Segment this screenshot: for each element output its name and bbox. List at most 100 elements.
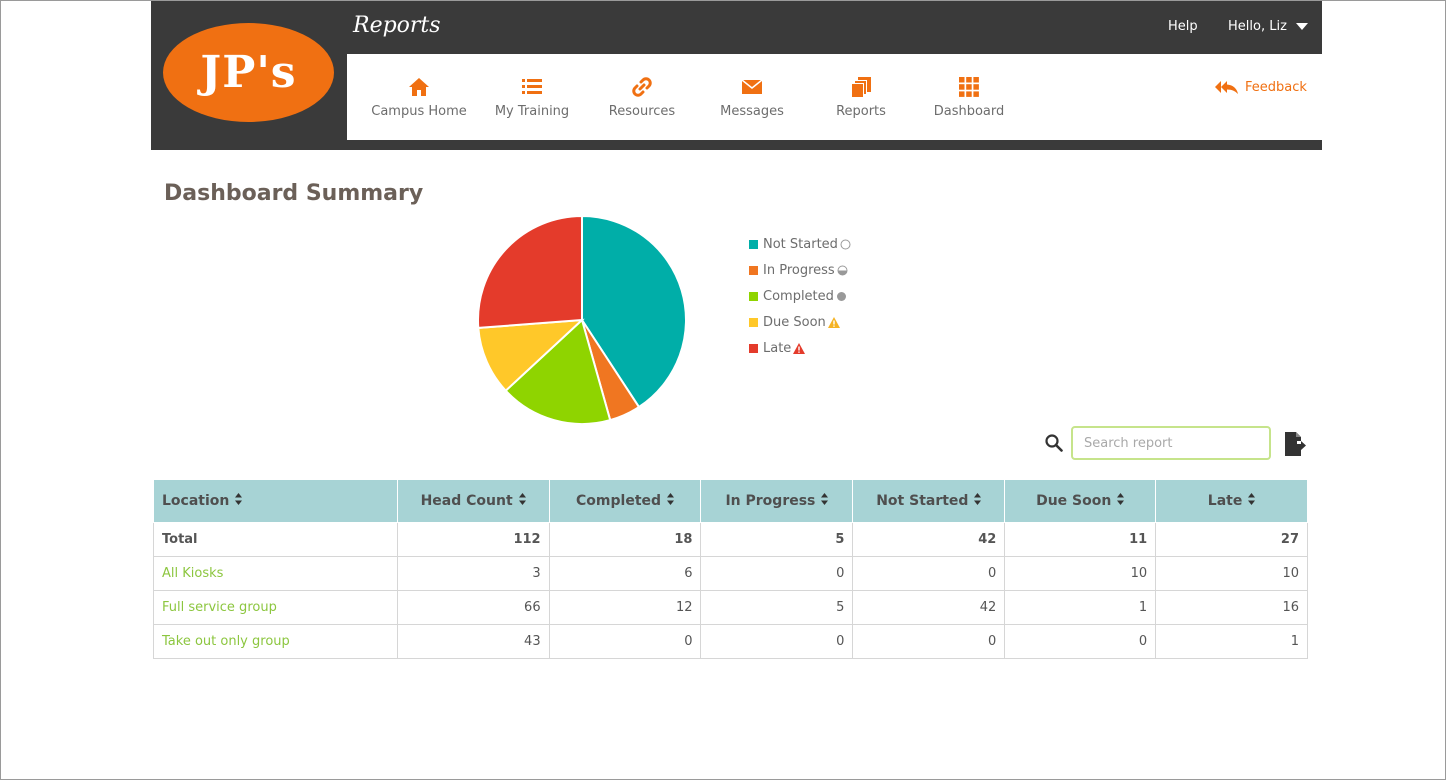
column-header-due-soon[interactable]: Due Soon — [1004, 479, 1157, 523]
page-title: Reports — [353, 13, 441, 38]
table-cell: 10 — [1004, 556, 1157, 591]
link-icon — [582, 74, 702, 100]
location-link[interactable]: Full service group — [162, 600, 277, 615]
sort-icon — [667, 493, 675, 509]
copy-icon — [801, 74, 921, 100]
table-row: All Kiosks 3 6 0 0 10 10 — [153, 556, 1308, 591]
home-icon — [359, 74, 479, 100]
report-table: Location Head Count Completed In Progres… — [153, 479, 1308, 659]
nav-item-campus-home[interactable]: Campus Home — [359, 74, 479, 119]
export-icon[interactable] — [1284, 431, 1306, 461]
location-link[interactable]: Take out only group — [162, 634, 290, 649]
legend-label: Completed — [763, 288, 834, 304]
table-cell: 18 — [548, 522, 702, 557]
logo-text: JP's — [200, 47, 297, 98]
table-row-total: Total 112 18 5 42 11 27 — [153, 522, 1308, 557]
nav-label: Reports — [836, 104, 886, 119]
nav-item-reports[interactable]: Reports — [801, 74, 921, 119]
user-greeting: Hello, Liz — [1228, 19, 1287, 34]
list-icon — [472, 74, 592, 100]
column-header-head-count[interactable]: Head Count — [396, 479, 550, 523]
table-cell: 43 — [396, 624, 550, 659]
legend-item-completed: Completed — [749, 283, 851, 309]
table-cell: 27 — [1155, 522, 1308, 557]
column-header-label: In Progress — [725, 493, 816, 509]
legend-swatch — [749, 343, 758, 353]
table-cell: 112 — [396, 522, 550, 557]
pie-slice-late[interactable] — [477, 214, 583, 329]
table-row: Take out only group 43 0 0 0 0 1 — [153, 624, 1308, 659]
table-cell: 6 — [548, 556, 702, 591]
column-header-in-progress[interactable]: In Progress — [700, 479, 854, 523]
column-header-label: Not Started — [876, 493, 969, 509]
circle-empty-icon — [840, 239, 851, 250]
table-cell: 5 — [700, 590, 854, 625]
nav-label: Resources — [608, 104, 676, 119]
help-link[interactable]: Help — [1168, 19, 1198, 34]
legend-item-late: Late — [749, 335, 851, 361]
circle-full-icon — [836, 291, 847, 302]
legend-item-due-soon: Due Soon — [749, 309, 851, 335]
legend-swatch — [749, 265, 758, 275]
table-cell: 12 — [548, 590, 702, 625]
column-header-completed[interactable]: Completed — [548, 479, 702, 523]
table-cell: 3 — [396, 556, 550, 591]
user-menu[interactable]: Hello, Liz — [1228, 19, 1308, 34]
grid-icon — [909, 74, 1029, 100]
table-cell: 5 — [700, 522, 854, 557]
search-icon[interactable] — [1045, 434, 1063, 456]
location-link[interactable]: All Kiosks — [162, 566, 224, 581]
reply-all-icon — [1215, 80, 1238, 94]
legend-label: Not Started — [763, 236, 838, 252]
circle-half-icon — [837, 265, 848, 276]
table-cell: 11 — [1004, 522, 1157, 557]
envelope-icon — [692, 74, 812, 100]
status-pie-chart — [477, 214, 687, 425]
feedback-label: Feedback — [1245, 80, 1307, 95]
sort-icon — [974, 493, 982, 509]
sort-icon — [518, 493, 526, 509]
table-cell: 1 — [1004, 590, 1157, 625]
nav-item-dashboard[interactable]: Dashboard — [909, 74, 1029, 119]
table-cell: 10 — [1155, 556, 1308, 591]
column-header-label: Head Count — [420, 493, 513, 509]
caret-down-icon — [1295, 23, 1308, 30]
table-cell: Full service group — [153, 590, 398, 625]
column-header-label: Late — [1207, 493, 1243, 509]
sort-icon — [1117, 493, 1125, 509]
column-header-label: Completed — [576, 493, 662, 509]
nav-item-resources[interactable]: Resources — [582, 74, 702, 119]
table-cell: 42 — [852, 590, 1006, 625]
pie-slice-completed[interactable] — [504, 318, 612, 425]
legend-label: Due Soon — [763, 314, 826, 330]
table-cell: Take out only group — [153, 624, 398, 659]
feedback-link[interactable]: Feedback — [1215, 80, 1307, 95]
table-cell: All Kiosks — [153, 556, 398, 591]
column-header-label: Location — [162, 493, 230, 509]
sort-icon — [1248, 493, 1256, 509]
nav-label: Campus Home — [371, 104, 467, 119]
section-title: Dashboard Summary — [164, 181, 424, 206]
nav-item-my-training[interactable]: My Training — [472, 74, 592, 119]
table-cell: 42 — [852, 522, 1006, 557]
column-header-not-started[interactable]: Not Started — [852, 479, 1006, 523]
column-header-location[interactable]: Location — [153, 479, 398, 523]
nav-label: Messages — [720, 104, 784, 119]
column-header-late[interactable]: Late — [1155, 479, 1308, 523]
nav-label: Dashboard — [933, 104, 1005, 119]
app-header: JP's Reports Help Hello, Liz Campus Home… — [151, 1, 1322, 150]
table-cell: Total — [153, 522, 398, 557]
table-cell: 1 — [1155, 624, 1308, 659]
warning-red-icon — [793, 342, 806, 354]
nav-label: My Training — [494, 104, 570, 119]
sort-icon — [235, 493, 243, 509]
legend-label: Late — [763, 340, 792, 356]
search-input[interactable] — [1071, 426, 1271, 460]
chart-legend: Not Started In Progress Completed Due So… — [749, 231, 851, 361]
legend-swatch — [749, 291, 758, 301]
sort-icon — [821, 493, 829, 509]
nav-item-messages[interactable]: Messages — [692, 74, 812, 119]
pie-slice-due-soon[interactable] — [477, 318, 585, 393]
logo[interactable]: JP's — [163, 23, 334, 122]
legend-swatch — [749, 239, 758, 249]
